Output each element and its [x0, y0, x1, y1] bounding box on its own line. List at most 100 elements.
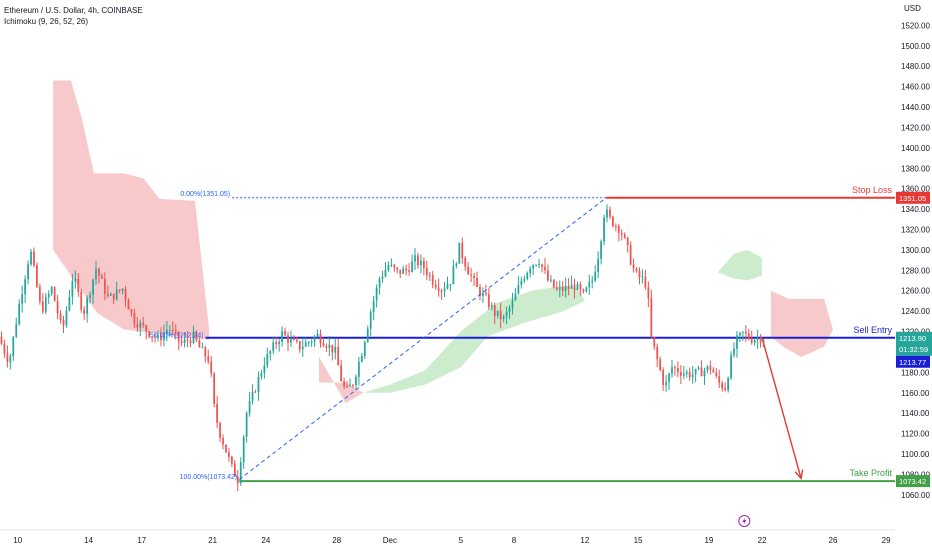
- candle-134: [396, 267, 399, 274]
- candle-47: [139, 319, 142, 337]
- candle-79: [233, 459, 236, 477]
- candle-80: [236, 469, 239, 492]
- candle-227: [671, 359, 673, 378]
- y-tick-17: 1400.00: [901, 144, 930, 153]
- candle-217: [641, 269, 644, 284]
- candle-203: [600, 239, 602, 265]
- candle-60: [177, 331, 180, 351]
- candle-68: [201, 342, 204, 349]
- candle-4: [12, 336, 15, 361]
- candle-114: [337, 338, 340, 366]
- candle-76: [225, 444, 227, 453]
- candle-28: [83, 306, 86, 321]
- candle-247: [730, 351, 732, 380]
- candle-16: [47, 290, 50, 305]
- candle-202: [597, 251, 600, 279]
- candle-225: [665, 375, 667, 392]
- candle-56: [166, 321, 168, 342]
- candle-94: [278, 338, 281, 352]
- candle-50: [148, 330, 151, 339]
- candle-248: [733, 342, 735, 358]
- candle-180: [532, 264, 535, 275]
- candle-2: [6, 345, 9, 368]
- candle-65: [192, 325, 195, 345]
- candle-111: [328, 335, 331, 357]
- candle-70: [207, 349, 210, 365]
- candle-39: [115, 281, 118, 301]
- candle-122: [360, 352, 363, 363]
- y-tick-6: 1180.00: [901, 368, 930, 377]
- level-tag-text-2: 1073.42: [899, 477, 926, 486]
- level-tag-2: [896, 475, 930, 488]
- candle-149: [440, 288, 443, 300]
- candle-235: [694, 368, 697, 383]
- y-tick-20: 1460.00: [901, 83, 930, 92]
- candle-152: [449, 284, 452, 292]
- candle-184: [544, 258, 546, 274]
- second-tag: [896, 355, 930, 368]
- candle-63: [186, 331, 189, 348]
- candle-26: [77, 273, 80, 297]
- candle-124: [366, 325, 369, 343]
- candle-244: [721, 380, 724, 392]
- drawings-layer: 0.00%(1351.05) 50.00%(1212.24) 100.00%(107…: [150, 191, 804, 481]
- lightning-icon[interactable]: [738, 515, 751, 527]
- candles-layer: [0, 204, 765, 492]
- x-tick-4: 24: [261, 536, 270, 545]
- candle-71: [210, 355, 213, 378]
- candle-182: [538, 258, 540, 269]
- candle-173: [511, 292, 514, 315]
- y-tick-2: 1100.00: [901, 450, 930, 459]
- candle-222: [656, 343, 659, 368]
- candle-75: [222, 434, 224, 450]
- candle-22: [65, 306, 68, 328]
- candle-229: [677, 361, 679, 378]
- candle-243: [718, 369, 721, 388]
- candle-110: [325, 343, 328, 352]
- y-tick-13: 1320.00: [901, 225, 930, 234]
- fib-label-1: 50.00%(1212.24): [150, 332, 204, 339]
- candle-170: [502, 314, 505, 323]
- candle-57: [168, 325, 171, 337]
- y-tick-3: 1120.00: [901, 430, 930, 439]
- candle-210: [620, 229, 623, 241]
- candle-109: [322, 337, 325, 348]
- candle-85: [251, 384, 254, 405]
- candle-200: [591, 275, 594, 289]
- candle-186: [549, 274, 552, 283]
- x-tick-7: 5: [459, 536, 464, 545]
- candle-97: [287, 331, 289, 352]
- candle-230: [679, 365, 682, 385]
- candle-81: [239, 457, 242, 486]
- candle-64: [189, 337, 192, 348]
- candle-120: [355, 374, 357, 390]
- y-tick-9: 1240.00: [901, 307, 930, 316]
- candle-82: [242, 434, 245, 469]
- candle-250: [739, 331, 741, 342]
- price-axis: USD 1060.00 1080.00 1100.00 1120.00 1140.00 11…: [895, 0, 932, 550]
- candle-256: [756, 329, 759, 349]
- candle-141: [417, 252, 419, 269]
- candle-199: [588, 274, 591, 296]
- candle-84: [248, 392, 251, 417]
- candle-132: [390, 258, 393, 268]
- candle-142: [420, 254, 422, 274]
- candle-18: [53, 286, 56, 302]
- time-axis: 10 14 17 21 24 28 Dec 5 8 12 15 19 22 26 29: [0, 515, 895, 545]
- price-tag-value: 1213.90: [899, 334, 926, 343]
- candle-41: [121, 288, 124, 295]
- x-tick-10: 15: [634, 536, 643, 545]
- candle-194: [573, 278, 576, 299]
- candle-196: [579, 281, 582, 296]
- candle-215: [635, 267, 638, 273]
- candle-209: [617, 223, 620, 242]
- candle-37: [109, 292, 112, 297]
- y-tick-23: 1520.00: [901, 21, 930, 30]
- candle-32: [95, 260, 97, 285]
- candle-206: [609, 206, 611, 220]
- candle-17: [50, 285, 53, 296]
- candle-96: [284, 327, 286, 336]
- candle-138: [408, 263, 410, 276]
- candle-86: [254, 389, 257, 394]
